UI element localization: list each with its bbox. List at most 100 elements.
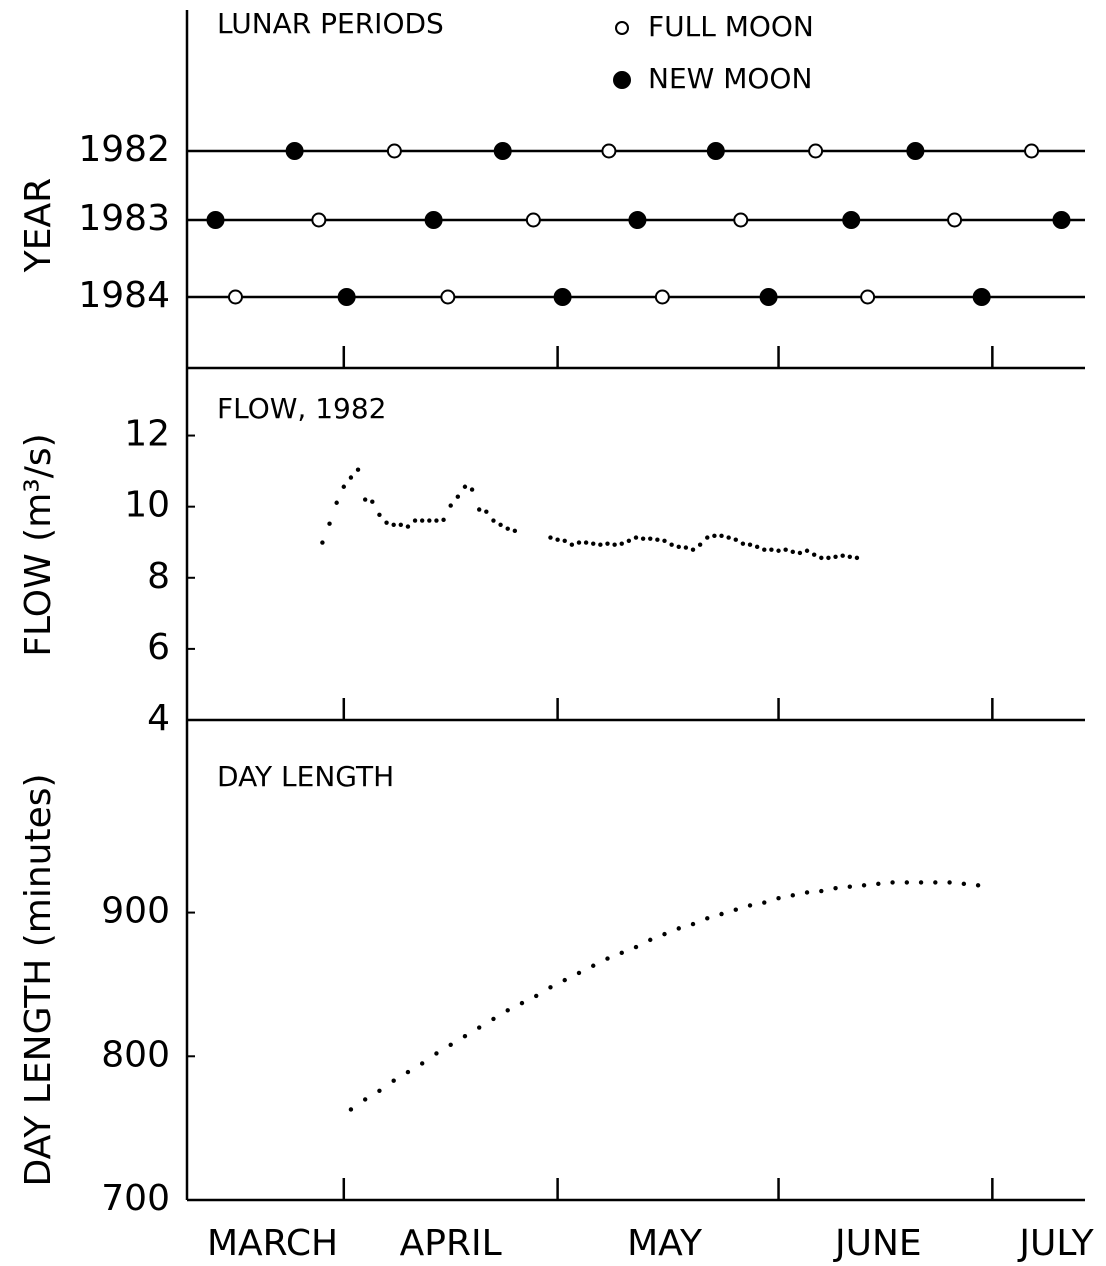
data-point [890, 880, 895, 885]
y-tick-label: 700 [101, 1178, 170, 1219]
full-moon-point [947, 212, 963, 228]
data-point [797, 550, 803, 556]
y-tick-label: 800 [101, 1034, 170, 1075]
panel-title: DAY LENGTH [217, 760, 394, 793]
data-point [854, 555, 860, 561]
data-point [690, 921, 696, 927]
data-point [362, 1097, 368, 1102]
data-point [676, 926, 681, 931]
x-tick-label: MAY [627, 1223, 703, 1264]
data-point [512, 528, 518, 534]
data-point [819, 888, 824, 894]
data-point [320, 540, 325, 545]
data-point [576, 970, 582, 976]
full-moon-point [808, 143, 824, 159]
data-point [591, 963, 596, 968]
data-point [947, 880, 952, 885]
data-point [876, 881, 881, 887]
data-point [655, 537, 660, 542]
full-moon-point [601, 143, 617, 159]
data-point [334, 500, 339, 505]
data-point [362, 497, 368, 502]
data-point [861, 883, 867, 888]
data-point [733, 537, 738, 542]
data-point [640, 536, 646, 541]
data-point [933, 880, 938, 885]
data-point [762, 547, 767, 552]
data-point [662, 538, 667, 543]
full-moon-point [227, 289, 243, 305]
data-point [398, 522, 404, 527]
data-point [562, 977, 567, 983]
y-tick-label: 1983 [78, 198, 170, 239]
data-point [648, 536, 653, 541]
data-point [605, 956, 610, 961]
data-point [434, 518, 439, 523]
data-point [377, 1088, 382, 1093]
data-point [790, 549, 795, 555]
full-moon-point [440, 289, 456, 305]
data-point [583, 540, 589, 545]
data-point [434, 1051, 439, 1056]
data-point [462, 1033, 468, 1039]
data-point [705, 535, 710, 540]
data-point [847, 884, 853, 889]
data-point [419, 1061, 425, 1066]
data-point [918, 880, 924, 885]
data-point [448, 503, 453, 508]
full-moon-point [733, 212, 749, 228]
full-moon-point [525, 212, 541, 228]
data-point [762, 900, 767, 905]
y-tick-label: 4 [147, 698, 170, 739]
legend-marker [613, 71, 631, 89]
data-point [712, 533, 717, 539]
full-moon-point [654, 289, 670, 305]
data-point [840, 553, 845, 558]
data-point [904, 880, 910, 885]
y-tick-label: 900 [101, 891, 170, 932]
panel-title: FLOW, 1982 [217, 392, 387, 425]
data-point [833, 885, 838, 891]
data-point [961, 881, 967, 887]
data-point [484, 509, 489, 514]
data-point [419, 518, 425, 523]
data-point [747, 542, 753, 547]
new-moon-point [842, 211, 861, 229]
new-moon-point [906, 142, 925, 160]
data-point [683, 545, 689, 550]
data-point [477, 507, 482, 512]
data-point [811, 552, 817, 557]
data-point [819, 555, 824, 561]
data-point [697, 542, 703, 547]
data-point [776, 548, 781, 553]
data-point [477, 1025, 482, 1030]
data-point [405, 1069, 411, 1075]
data-point [690, 547, 696, 552]
new-moon-point [759, 288, 778, 306]
new-moon-point [285, 142, 304, 160]
data-point [448, 1042, 453, 1047]
data-point [705, 916, 710, 921]
data-point [427, 518, 432, 523]
data-point [612, 542, 617, 547]
legend-label: FULL MOON [648, 10, 814, 43]
x-tick-label: JULY [1017, 1223, 1094, 1264]
data-point [591, 541, 596, 546]
y-axis-label: DAY LENGTH (minutes) [18, 773, 59, 1186]
data-point [348, 475, 354, 480]
data-point [405, 524, 411, 529]
data-point [534, 993, 539, 999]
y-axis-label: FLOW (m³/s) [18, 433, 59, 656]
data-point [384, 520, 389, 525]
data-point [519, 1000, 525, 1006]
data-point [548, 985, 553, 990]
data-point [498, 522, 503, 527]
y-tick-label: 10 [124, 485, 170, 526]
data-point [648, 937, 653, 943]
x-tick-label: MARCH [207, 1223, 338, 1264]
data-point [754, 544, 760, 550]
data-point [562, 538, 567, 543]
full-moon-point [1024, 143, 1040, 159]
data-point [662, 931, 667, 937]
